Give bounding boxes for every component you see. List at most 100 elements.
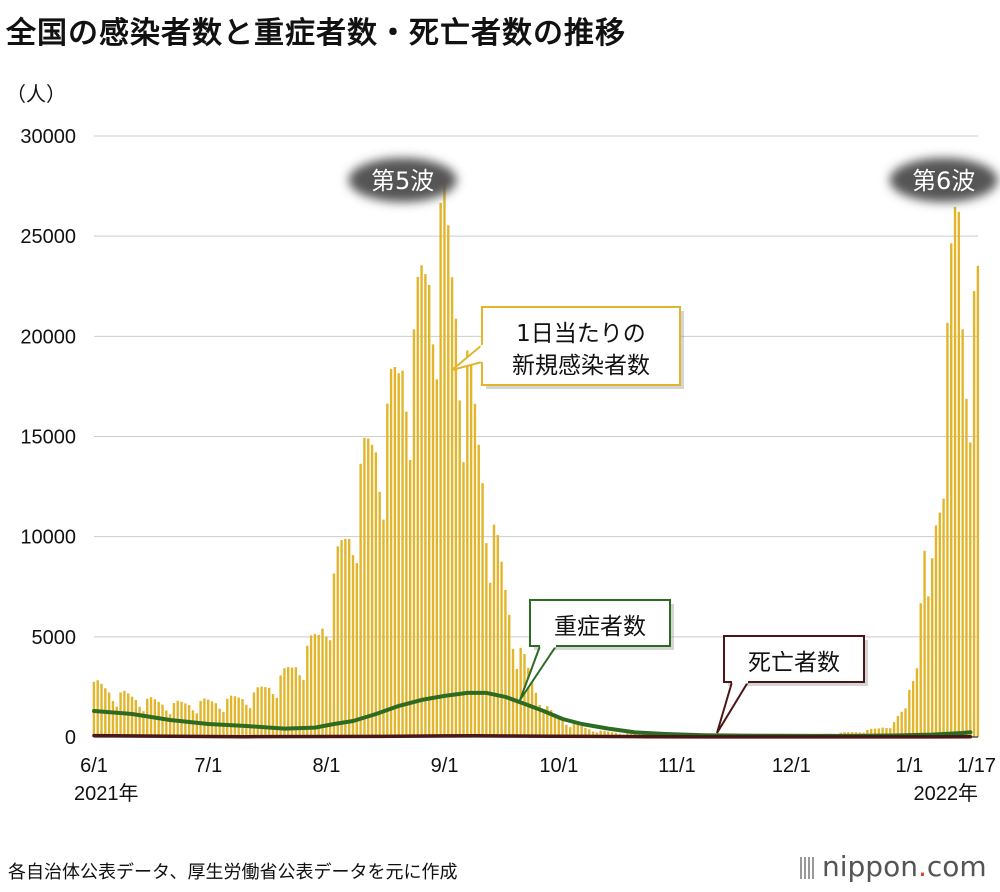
bar-new-cases bbox=[325, 636, 328, 737]
bar-new-cases bbox=[923, 550, 926, 737]
bar-new-cases bbox=[138, 706, 141, 737]
bar-new-cases bbox=[519, 647, 522, 737]
bar-new-cases bbox=[96, 680, 99, 737]
x-tick-label: 1/17 bbox=[957, 755, 996, 777]
bar-new-cases bbox=[210, 701, 214, 737]
bar-new-cases bbox=[328, 640, 332, 737]
bar-new-cases bbox=[881, 727, 884, 737]
bar-new-cases bbox=[336, 546, 339, 737]
bar-new-cases bbox=[279, 675, 282, 737]
bar-new-cases bbox=[873, 728, 877, 737]
bar-new-cases bbox=[496, 535, 499, 737]
bar-new-cases bbox=[229, 695, 233, 737]
x-tick-label: 12/1 bbox=[772, 755, 811, 777]
bar-new-cases bbox=[168, 714, 172, 737]
bar-new-cases bbox=[485, 543, 488, 737]
bar-new-cases bbox=[919, 603, 922, 737]
bar-new-cases bbox=[934, 525, 938, 737]
bar-new-cases bbox=[889, 728, 892, 737]
bar-new-cases bbox=[134, 699, 138, 737]
x-tick-label: 7/1 bbox=[194, 755, 222, 777]
bar-new-cases bbox=[275, 697, 278, 737]
bar-new-cases bbox=[355, 563, 359, 737]
bar-new-cases bbox=[450, 277, 454, 737]
bar-new-cases bbox=[972, 291, 976, 737]
bar-new-cases bbox=[111, 701, 115, 737]
bar-new-cases bbox=[321, 628, 324, 737]
y-axis-unit: （人） bbox=[6, 82, 66, 106]
y-tick-label: 10000 bbox=[20, 527, 76, 549]
bar-new-cases bbox=[439, 202, 442, 737]
wave-label: 第6波 bbox=[912, 167, 975, 195]
bar-new-cases bbox=[431, 344, 435, 737]
bar-new-cases bbox=[142, 711, 145, 737]
bar-new-cases bbox=[203, 698, 206, 737]
line-series bbox=[92, 690, 973, 739]
bar-new-cases bbox=[572, 723, 576, 737]
bar-new-cases bbox=[389, 369, 393, 737]
bar-new-cases bbox=[397, 373, 400, 737]
bar-new-cases bbox=[885, 728, 888, 737]
x-tick-label: 6/1 bbox=[80, 755, 108, 777]
bar-new-cases bbox=[866, 729, 869, 737]
brand-logo[interactable]: nippon.com bbox=[800, 850, 987, 883]
bar-new-cases bbox=[523, 653, 526, 737]
bar-new-cases bbox=[965, 398, 968, 737]
x-tick-label: 10/1 bbox=[539, 755, 578, 777]
bar-new-cases bbox=[347, 538, 351, 737]
chart-title: 全国の感染者数と重症者数・死亡者数の推移 bbox=[6, 16, 626, 51]
bar-new-cases bbox=[214, 703, 218, 737]
bar-new-cases bbox=[241, 699, 244, 737]
bar-new-cases bbox=[538, 704, 541, 737]
bar-new-cases bbox=[233, 696, 237, 737]
x-tick-label: 11/1 bbox=[658, 755, 695, 777]
bar-new-cases bbox=[561, 720, 564, 737]
bar-new-cases bbox=[930, 558, 934, 737]
bar-new-cases bbox=[481, 483, 484, 737]
bar-new-cases bbox=[553, 714, 557, 737]
bar-new-cases bbox=[309, 635, 313, 737]
source-note: 各自治体公表データ、厚生労働省公表データを元に作成 bbox=[8, 862, 458, 883]
bar-new-cases bbox=[264, 687, 267, 737]
bar-new-cases bbox=[961, 329, 964, 737]
bar-new-cases bbox=[904, 708, 907, 737]
bar-new-cases bbox=[557, 718, 560, 737]
bar-new-cases bbox=[378, 491, 381, 737]
y-tick-label: 20000 bbox=[20, 326, 76, 348]
bar-new-cases bbox=[953, 206, 957, 738]
y-tick-label: 5000 bbox=[32, 627, 77, 649]
bar-new-cases bbox=[473, 403, 477, 737]
bar-new-cases bbox=[283, 668, 286, 737]
x-tick-label: 1/1 bbox=[896, 755, 924, 777]
y-tick-label: 0 bbox=[65, 727, 76, 749]
callout-deaths-box bbox=[723, 635, 865, 683]
bar-new-cases bbox=[576, 724, 580, 737]
bar-new-cases bbox=[302, 679, 305, 737]
bar-new-cases bbox=[424, 274, 427, 737]
bar-new-cases bbox=[260, 686, 263, 737]
bar-new-cases bbox=[271, 694, 275, 737]
bar-new-cases bbox=[386, 403, 389, 737]
bar-new-cases bbox=[969, 442, 972, 737]
bar-new-cases bbox=[915, 668, 919, 737]
x-year-label: 2022年 bbox=[914, 782, 979, 805]
bar-new-cases bbox=[534, 692, 538, 737]
bar-new-cases bbox=[252, 692, 256, 737]
bar-new-cases bbox=[877, 728, 881, 737]
bar-new-cases bbox=[340, 540, 343, 737]
bar-new-cases bbox=[584, 727, 587, 737]
bar-new-cases bbox=[248, 708, 252, 737]
wave-badge bbox=[889, 158, 998, 202]
y-tick-label: 25000 bbox=[20, 226, 76, 248]
bar-new-cases bbox=[416, 277, 419, 737]
line-deaths bbox=[92, 733, 973, 739]
bar-new-cases bbox=[469, 360, 473, 737]
bar-new-cases bbox=[911, 680, 915, 737]
bar-new-cases bbox=[267, 687, 271, 737]
bar-new-cases bbox=[298, 675, 301, 737]
bar-new-cases bbox=[420, 265, 423, 737]
bar-new-cases bbox=[591, 731, 595, 737]
bar-new-cases bbox=[549, 710, 553, 737]
bar-new-cases bbox=[957, 211, 961, 738]
